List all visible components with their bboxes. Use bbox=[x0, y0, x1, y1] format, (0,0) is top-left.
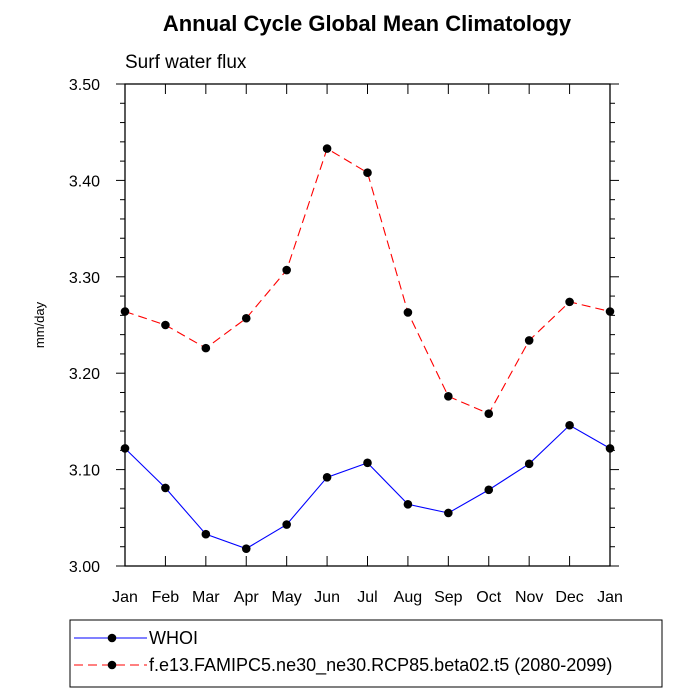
y-tick-label: 3.50 bbox=[69, 77, 100, 94]
legend-marker-2 bbox=[107, 660, 117, 670]
series-1-point bbox=[282, 520, 291, 529]
chart-subtitle: Surf water flux bbox=[125, 52, 247, 73]
x-tick-label: Dec bbox=[555, 589, 583, 606]
x-tick-label: Oct bbox=[476, 589, 501, 606]
series-1-point bbox=[605, 444, 615, 453]
series-layer bbox=[120, 144, 615, 553]
x-tick-label: Apr bbox=[234, 589, 260, 606]
x-tick-label: Mar bbox=[192, 589, 220, 606]
series-1-point bbox=[322, 473, 332, 482]
series-1-point bbox=[161, 483, 170, 493]
series-2-point bbox=[484, 409, 494, 418]
series-2-point bbox=[363, 168, 372, 177]
series-2-point bbox=[524, 336, 534, 345]
x-tick-label: Aug bbox=[394, 589, 422, 606]
x-tick-label: Jun bbox=[314, 589, 340, 606]
legend-box bbox=[69, 619, 663, 688]
series-2-point bbox=[120, 307, 130, 316]
series-2-point bbox=[444, 392, 453, 401]
legend-label-2: f.e13.FAMIPC5.ne30_ne30.RCP85.beta02.t5 … bbox=[149, 655, 612, 676]
series-1-point bbox=[444, 508, 453, 518]
series-1-point bbox=[363, 458, 372, 468]
series-line-1 bbox=[124, 424, 611, 550]
y-tick-label: 3.00 bbox=[69, 559, 100, 576]
series-1-point bbox=[524, 459, 534, 469]
y-tick-label: 3.10 bbox=[69, 463, 100, 480]
y-tick-label: 3.40 bbox=[69, 173, 100, 190]
series-1-point bbox=[120, 444, 130, 453]
legend-marker-1 bbox=[107, 633, 117, 643]
series-1-point bbox=[201, 529, 211, 539]
x-tick-label: Jan bbox=[597, 589, 623, 606]
y-tick-label: 3.30 bbox=[69, 270, 100, 287]
chart-title: Annual Cycle Global Mean Climatology bbox=[163, 11, 572, 36]
series-2-point bbox=[282, 265, 291, 275]
series-1-point bbox=[484, 485, 494, 495]
series-2-point bbox=[241, 313, 251, 323]
series-2-point bbox=[605, 307, 615, 316]
legend-label-1: WHOI bbox=[149, 628, 198, 648]
plot-frame bbox=[124, 83, 611, 567]
x-tick-label: May bbox=[272, 589, 302, 606]
x-tick-label: Sep bbox=[434, 589, 463, 606]
series-2-point bbox=[201, 343, 211, 353]
series-2-point bbox=[565, 297, 574, 307]
series-2-point bbox=[322, 144, 332, 153]
x-tick-label: Jul bbox=[357, 589, 377, 606]
series-1-point bbox=[403, 500, 413, 509]
x-tick-label: Nov bbox=[515, 589, 543, 606]
x-tick-label: Feb bbox=[152, 589, 180, 606]
x-tick-label: Jan bbox=[112, 589, 138, 606]
series-2-point bbox=[161, 320, 170, 330]
y-tick-label: 3.20 bbox=[69, 366, 100, 383]
series-1-point bbox=[241, 544, 251, 553]
y-axis-label: mm/day bbox=[32, 301, 47, 348]
series-1-point bbox=[565, 420, 574, 430]
legend: WHOI f.e13.FAMIPC5.ne30_ne30.RCP85.beta02… bbox=[74, 628, 612, 676]
axes: Jan Feb Mar Apr May Jun Jul Aug Sep Oct Nov Dec Jan 3… bbox=[69, 77, 623, 606]
series-2-point bbox=[403, 308, 413, 317]
series-line-2 bbox=[124, 147, 611, 415]
